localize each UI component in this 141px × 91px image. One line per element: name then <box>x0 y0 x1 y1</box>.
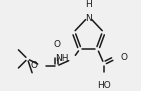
Text: H: H <box>85 0 92 9</box>
Text: N: N <box>85 14 92 23</box>
Text: O: O <box>121 53 128 62</box>
Text: O: O <box>30 62 37 71</box>
Text: HO: HO <box>97 81 111 90</box>
Text: NH: NH <box>55 54 68 63</box>
Text: O: O <box>53 40 60 49</box>
